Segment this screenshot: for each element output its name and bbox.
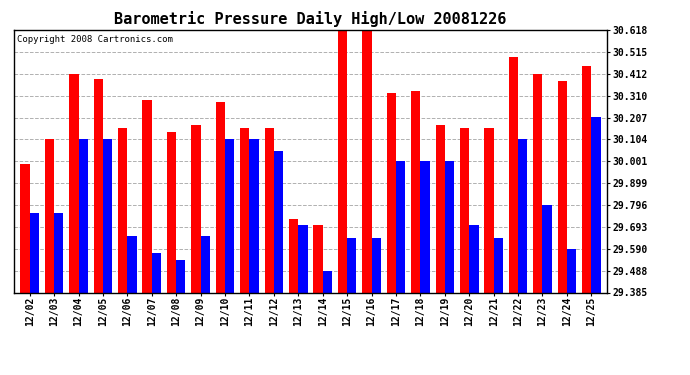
Bar [30,213,39,292]
Bar [201,236,210,292]
Bar [118,128,128,292]
Bar [362,30,371,292]
Bar [509,57,518,292]
Bar [45,140,54,292]
Bar [396,161,405,292]
Bar [250,140,259,292]
Text: Copyright 2008 Cartronics.com: Copyright 2008 Cartronics.com [17,35,172,44]
Bar [176,260,186,292]
Bar [533,74,542,292]
Bar [338,30,347,292]
Bar [298,225,308,292]
Bar [167,132,176,292]
Bar [469,225,478,292]
Bar [347,238,357,292]
Bar [274,151,283,292]
Bar [69,74,79,292]
Bar [460,128,469,292]
Bar [216,102,225,292]
Bar [313,225,323,292]
Bar [386,93,396,292]
Bar [323,271,332,292]
Bar [289,219,298,292]
Bar [128,236,137,292]
Bar [191,125,201,292]
Bar [103,140,112,292]
Bar [591,117,600,292]
Bar [518,140,527,292]
Bar [558,81,567,292]
Bar [411,92,420,292]
Bar [240,128,250,292]
Bar [152,253,161,292]
Bar [371,238,381,292]
Bar [582,66,591,292]
Bar [79,140,88,292]
Bar [143,100,152,292]
Bar [484,128,493,292]
Bar [94,78,103,292]
Title: Barometric Pressure Daily High/Low 20081226: Barometric Pressure Daily High/Low 20081… [115,12,506,27]
Bar [493,238,503,292]
Bar [264,128,274,292]
Bar [435,125,445,292]
Bar [445,161,454,292]
Bar [420,161,430,292]
Bar [225,140,235,292]
Bar [567,249,576,292]
Bar [54,213,63,292]
Bar [21,164,30,292]
Bar [542,205,552,292]
